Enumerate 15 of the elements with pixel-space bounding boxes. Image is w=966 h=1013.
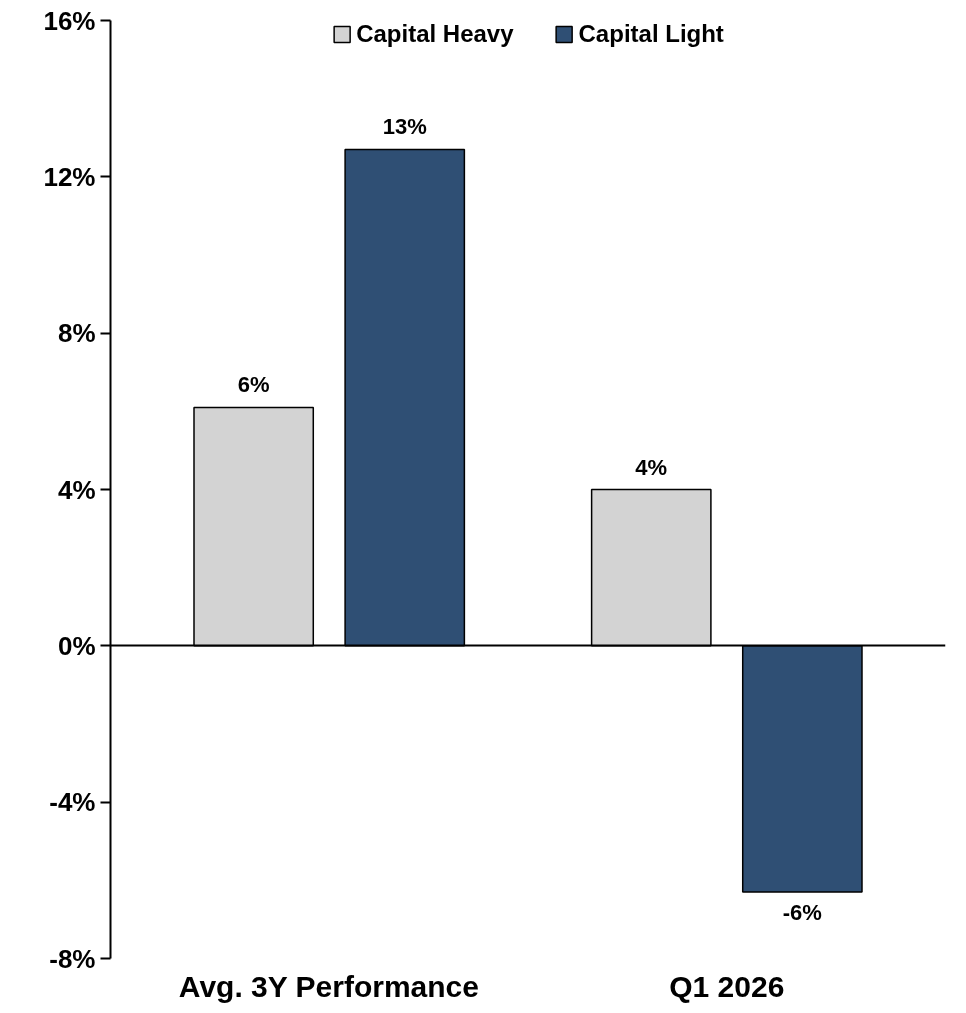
- data-label: 6%: [237, 372, 270, 398]
- x-tick-label: Avg. 3Y Performance: [178, 969, 479, 1003]
- y-tick-label: 12%: [43, 161, 96, 192]
- y-tick-label: 0%: [57, 630, 96, 661]
- legend-label: Capital Heavy: [356, 20, 514, 48]
- y-tick-label: -8%: [49, 943, 96, 974]
- data-label: 13%: [382, 114, 427, 140]
- data-label: -6%: [782, 900, 822, 926]
- y-tick-label: -4%: [49, 787, 96, 818]
- y-tick-label: 8%: [57, 318, 96, 349]
- data-label: 4%: [635, 454, 668, 480]
- y-tick-label: 16%: [43, 5, 96, 36]
- x-tick-label: Q1 2026: [669, 969, 785, 1003]
- legend-label: Capital Light: [578, 20, 724, 48]
- y-tick-label: 4%: [57, 474, 96, 505]
